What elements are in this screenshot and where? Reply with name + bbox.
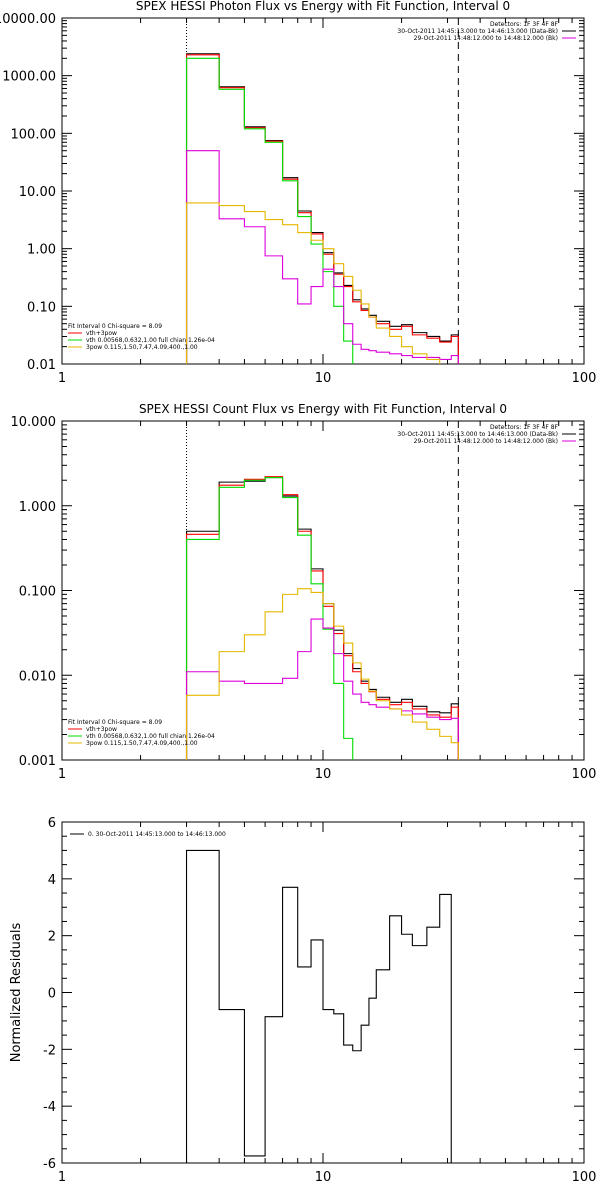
x-tick-label: 100	[572, 371, 597, 386]
chart-title: SPEX HESSI Photon Flux vs Energy with Fi…	[136, 0, 510, 13]
legend-entry: vth 0.00568,0.632,1.00 full chian 1.26e-…	[86, 337, 215, 344]
y-tick-label: -4	[43, 1100, 56, 1115]
x-tick-label: 10	[315, 767, 332, 782]
x-tick-label: 10	[315, 371, 332, 386]
y-tick-label: 10.000	[11, 415, 57, 430]
legend-entry: Detectors: 1F 3F 4F 8F	[490, 21, 559, 28]
panel-3: 1 10 100 -6 -4 -2 0 2 4 6 Normalized Residuals 0. 3…	[9, 816, 597, 1185]
legend-entry: Fit Interval 0 Chi-square = 8.09	[68, 719, 162, 726]
legend-entry: 3pow 0.115,1.50,7.47,4.09,400.,1.00	[86, 740, 198, 747]
y-tick-label: 0.010	[19, 669, 56, 684]
x-tick-label: 1	[58, 1170, 66, 1185]
series-1-step-line	[185, 53, 459, 364]
legend-entry: Detectors: 1F 3F 4F 8F	[490, 424, 559, 431]
series-3-step-line	[185, 57, 354, 364]
y-tick-label: 10000.00	[0, 12, 56, 27]
y-tick-label: -2	[43, 1043, 56, 1058]
y-tick-label: 2	[48, 930, 56, 945]
series-1-step-line	[185, 849, 459, 1163]
y-tick-label: 0	[48, 987, 56, 1002]
chart-title: SPEX HESSI Count Flux vs Energy with Fit…	[139, 402, 507, 416]
legend-entry: 0. 30-Oct-2011 14:45:13.000 to 14:46:13.…	[88, 831, 226, 838]
legend-entry: 3pow 0.115,1.50,7.47,4.09,400.,1.00	[86, 344, 198, 351]
y-tick-label: 0.01	[27, 358, 56, 373]
y-tick-label: 4	[48, 873, 56, 888]
x-tick-label: 1	[58, 767, 66, 782]
data-area	[185, 53, 459, 364]
data-area	[185, 849, 459, 1163]
legend-entry: 29-Oct-2011 14:48:12.000 to 14:48:12.000…	[414, 438, 558, 445]
x-tick-label: 10	[315, 1170, 332, 1185]
series-5-step-line	[185, 202, 441, 364]
y-tick-label: 10.00	[19, 185, 56, 200]
plot-frame	[61, 17, 585, 365]
series-4-step-line	[185, 150, 459, 364]
series-5-step-line	[185, 588, 459, 760]
series-2-step-line	[185, 54, 459, 364]
y-tick-label: 100.00	[11, 127, 57, 142]
y-tick-label: 0.100	[19, 585, 56, 600]
y-tick-label: 0.001	[19, 754, 56, 769]
legend-entry: vth 0.00568,0.632,1.00 full chian 1.26e-…	[86, 733, 215, 740]
panel-1: SPEX HESSI Photon Flux vs Energy with Fi…	[0, 0, 597, 386]
y-tick-label: 6	[48, 816, 56, 831]
legend-entry: vth+3pow	[86, 726, 117, 733]
panel-2: SPEX HESSI Count Flux vs Energy with Fit…	[11, 402, 597, 782]
legend-fit-params: Fit Interval 0 Chi-square = 8.09vth+3pow…	[68, 323, 215, 351]
x-tick-label: 100	[572, 767, 597, 782]
series-1-step-line	[185, 477, 459, 760]
legend: 0. 30-Oct-2011 14:45:13.000 to 14:46:13.…	[70, 831, 226, 838]
x-tick-label: 100	[572, 1170, 597, 1185]
y-tick-label: 1.000	[19, 500, 56, 515]
y-tick-label: 1000.00	[2, 70, 56, 85]
legend-entry: vth+3pow	[86, 330, 117, 337]
y-tick-label: -6	[43, 1157, 56, 1172]
legend-entry: 30-Oct-2011 14:45:13.000 to 14:46:13.000…	[397, 28, 558, 35]
legend-entry: 29-Oct-2011 14:48:12.000 to 14:48:12.000…	[414, 35, 558, 42]
legend-entry: Fit Interval 0 Chi-square = 8.09	[68, 323, 162, 330]
legend-entry: 30-Oct-2011 14:45:13.000 to 14:46:13.000…	[397, 431, 558, 438]
y-axis-label: Normalized Residuals	[9, 923, 24, 1063]
series-3-step-line	[185, 477, 354, 760]
y-tick-label: 1.00	[27, 243, 56, 258]
series-2-step-line	[185, 476, 459, 760]
series-4-step-line	[185, 618, 459, 760]
data-area	[185, 476, 459, 760]
x-tick-label: 1	[58, 371, 66, 386]
y-tick-label: 0.10	[27, 300, 56, 315]
legend-fit-params: Fit Interval 0 Chi-square = 8.09vth+3pow…	[68, 719, 215, 747]
